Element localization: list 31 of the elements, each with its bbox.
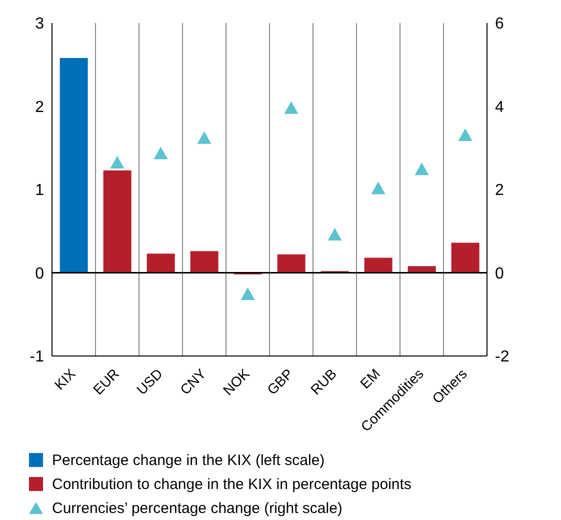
bar — [190, 251, 218, 273]
y-tick-label: 0 — [35, 265, 44, 282]
point — [240, 287, 255, 300]
legend-label: Currencies’ percentage change (right scale) — [52, 500, 342, 516]
y2-tick-label: 0 — [495, 265, 504, 282]
y-tick-label: -1 — [30, 348, 44, 366]
point — [328, 228, 342, 240]
point — [284, 101, 298, 114]
x-tick-label: KIX — [51, 364, 79, 393]
y2-tick-label: 2 — [495, 182, 504, 200]
bar — [103, 170, 132, 273]
bar — [451, 242, 480, 273]
legend-label: Percentage change in the KIX (left scale) — [52, 452, 325, 468]
bar — [60, 58, 88, 273]
point — [154, 146, 168, 160]
y-tick-label: 3 — [35, 16, 44, 33]
x-tick-label: USD — [133, 365, 166, 398]
point — [110, 156, 124, 168]
legend-label: Contribution to change in the KIX in percentage points — [52, 476, 412, 492]
point — [414, 162, 429, 176]
y2-tick-label: 4 — [495, 98, 504, 116]
bar — [146, 254, 175, 273]
bar — [364, 258, 392, 273]
point — [458, 128, 472, 141]
y2-tick-label: -2 — [495, 348, 510, 366]
y2-tick-label: 6 — [495, 16, 504, 33]
y-tick-label: 2 — [35, 98, 44, 116]
point — [197, 131, 212, 144]
bar — [277, 254, 306, 273]
y-tick-label: 1 — [35, 182, 44, 200]
point — [371, 182, 386, 194]
